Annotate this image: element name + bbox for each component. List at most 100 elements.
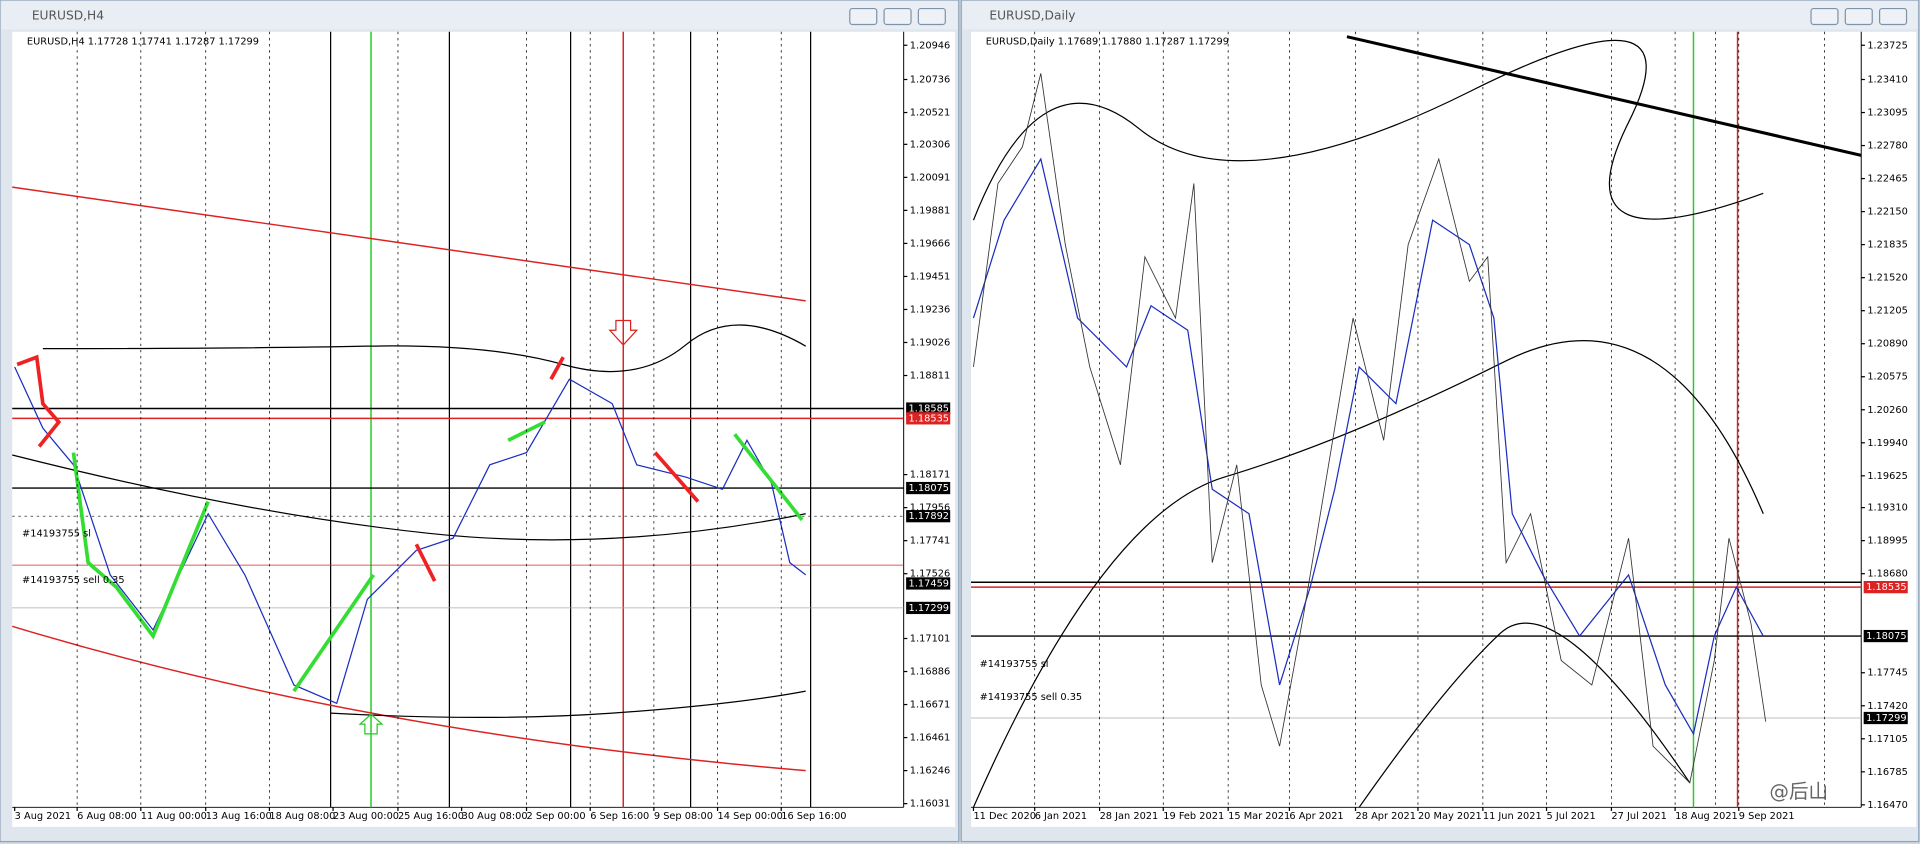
date-label: 3 Aug 2021 — [15, 811, 71, 822]
price-label: 1.22150 — [1867, 207, 1907, 218]
price-marker — [906, 481, 951, 495]
order-annotation: #14193755 sell 0.35 — [980, 692, 1083, 703]
window-button[interactable] — [1810, 7, 1839, 26]
price-marker-label: 1.18585 — [909, 404, 949, 415]
price-label: 1.19666 — [910, 238, 950, 249]
price-label: 1.19451 — [910, 271, 950, 282]
window-button[interactable] — [1844, 7, 1873, 26]
bollinger — [972, 39, 1764, 221]
bollinger — [330, 690, 806, 718]
price-label: 1.16785 — [1867, 767, 1907, 778]
price-label: 1.17745 — [1867, 668, 1907, 679]
price-label: 1.17101 — [910, 634, 950, 645]
zigzag — [653, 451, 700, 503]
window-title: EURUSD,H4 — [32, 8, 104, 22]
price-marker — [906, 412, 951, 425]
price-marker — [1863, 629, 1908, 643]
left-drawings — [12, 31, 904, 808]
price-marker — [1863, 711, 1908, 725]
trendline — [1346, 35, 1862, 157]
date-label: 6 Jan 2021 — [1035, 811, 1087, 822]
date-label: 19 Feb 2021 — [1163, 811, 1224, 822]
price-label: 1.22465 — [1867, 174, 1907, 185]
price-label: 1.19236 — [910, 304, 950, 315]
price-label: 1.19940 — [1867, 438, 1907, 449]
date-label: 15 Mar 2021 — [1228, 811, 1290, 822]
price-label: 1.19881 — [910, 205, 950, 216]
price-label: 1.20091 — [910, 172, 950, 183]
price-label: 1.18171 — [910, 470, 950, 481]
price-label: 1.17105 — [1867, 734, 1907, 745]
price-label: 1.16461 — [910, 733, 950, 744]
window-button[interactable] — [883, 7, 912, 26]
date-label: 18 Aug 2021 — [1675, 811, 1738, 822]
price-label: 1.21835 — [1867, 240, 1907, 251]
zigzag — [292, 573, 375, 693]
price-label: 1.16886 — [910, 667, 950, 678]
price-label: 1.18811 — [910, 371, 950, 382]
price-label: 1.21520 — [1867, 273, 1907, 284]
window-button[interactable] — [849, 7, 878, 26]
date-label: 27 Jul 2021 — [1611, 811, 1666, 822]
price-label: 1.17526 — [910, 569, 950, 580]
price-label: 1.20306 — [910, 139, 950, 150]
order-annotation: #14193755 sl — [980, 659, 1049, 670]
date-label: 13 Aug 16:00 — [206, 811, 272, 822]
chart-info: EURUSD,H4 1.17728 1.17741 1.17287 1.1729… — [27, 37, 259, 48]
price-label: 1.16470 — [1867, 800, 1907, 811]
price-marker-label: 1.17299 — [909, 603, 949, 614]
price-label: 1.18995 — [1867, 536, 1907, 547]
date-label: 28 Apr 2021 — [1356, 811, 1417, 822]
price-label: 1.18680 — [1867, 569, 1907, 580]
price-marker-label: 1.18535 — [1866, 582, 1906, 593]
price-label: 1.20521 — [910, 108, 950, 119]
window-button[interactable] — [1878, 7, 1908, 26]
date-label: 6 Apr 2021 — [1289, 811, 1343, 822]
moving-average — [12, 454, 806, 541]
price-marker — [906, 577, 951, 590]
date-label: 28 Jan 2021 — [1100, 811, 1159, 822]
price-label: 1.21205 — [1867, 306, 1907, 317]
price-label: 1.19310 — [1867, 503, 1907, 514]
price-label: 1.19026 — [910, 337, 950, 348]
zigzag — [414, 543, 437, 582]
date-label: 25 Aug 16:00 — [398, 811, 464, 822]
price-line — [972, 157, 1764, 736]
price-label: 1.20575 — [1867, 372, 1907, 383]
date-label: 5 Jul 2021 — [1547, 811, 1596, 822]
date-label: 16 Sep 16:00 — [781, 811, 846, 822]
price-label: 1.20736 — [910, 75, 950, 86]
price-label: 1.20946 — [910, 40, 950, 51]
price-label: 1.20890 — [1867, 339, 1907, 350]
zigzag — [549, 356, 565, 381]
date-label: 11 Jun 2021 — [1483, 811, 1542, 822]
date-label: 11 Dec 2020 — [973, 811, 1036, 822]
window-button[interactable] — [917, 7, 946, 26]
date-label: 30 Aug 08:00 — [462, 811, 528, 822]
price-label: 1.16031 — [910, 799, 950, 810]
price-label: 1.23095 — [1867, 108, 1907, 119]
sell-arrow — [608, 319, 639, 346]
date-label: 11 Aug 00:00 — [141, 811, 207, 822]
date-label: 9 Sep 08:00 — [654, 811, 713, 822]
right-drawings — [971, 31, 1862, 808]
price-marker — [1863, 581, 1908, 594]
bollinger — [1358, 622, 1691, 808]
price-label: 1.17420 — [1867, 701, 1907, 712]
price-label: 1.23725 — [1867, 40, 1907, 51]
date-label: 6 Sep 16:00 — [590, 811, 649, 822]
band-upper — [12, 186, 806, 302]
price-marker-label: 1.17892 — [909, 511, 949, 522]
candles — [973, 73, 1767, 784]
window-title: EURUSD,Daily — [989, 8, 1075, 22]
price-marker — [906, 510, 951, 523]
watermark: @后山 — [1769, 780, 1828, 803]
zigzag — [733, 433, 804, 521]
date-label: 20 May 2021 — [1418, 811, 1482, 822]
price-label: 1.20260 — [1867, 405, 1907, 416]
price-label: 1.19625 — [1867, 471, 1907, 482]
price-marker-label: 1.17299 — [1866, 713, 1906, 724]
date-label: 18 Aug 08:00 — [269, 811, 335, 822]
date-label: 9 Sep 2021 — [1739, 811, 1795, 822]
